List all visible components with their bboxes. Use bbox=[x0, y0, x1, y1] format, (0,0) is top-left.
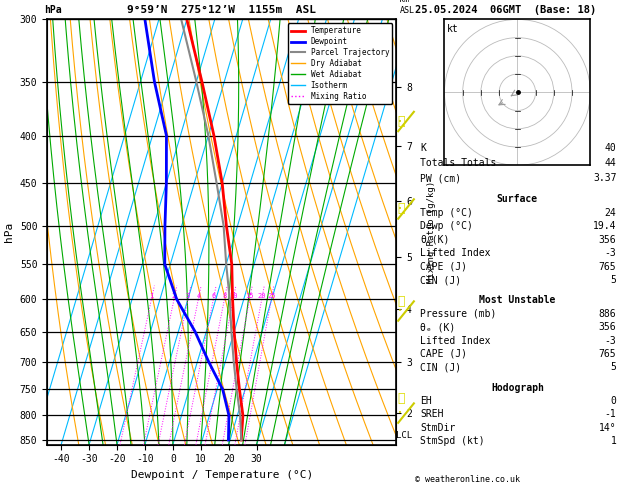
Text: 24: 24 bbox=[604, 208, 616, 218]
Legend: Temperature, Dewpoint, Parcel Trajectory, Dry Adiabat, Wet Adiabat, Isotherm, Mi: Temperature, Dewpoint, Parcel Trajectory… bbox=[288, 23, 392, 104]
Text: CAPE (J): CAPE (J) bbox=[420, 261, 467, 272]
Text: Totals Totals: Totals Totals bbox=[420, 158, 497, 168]
Text: 25.05.2024  06GMT  (Base: 18): 25.05.2024 06GMT (Base: 18) bbox=[415, 4, 596, 15]
Text: 3.37: 3.37 bbox=[593, 173, 616, 183]
Text: •: • bbox=[398, 206, 402, 212]
Text: Mixing Ratio (g/kg): Mixing Ratio (g/kg) bbox=[426, 181, 436, 283]
Text: 5: 5 bbox=[611, 275, 616, 285]
Text: 4: 4 bbox=[196, 294, 201, 299]
Text: -1: -1 bbox=[604, 409, 616, 419]
Text: ⟋: ⟋ bbox=[398, 392, 405, 405]
Text: Most Unstable: Most Unstable bbox=[479, 295, 555, 305]
Text: •: • bbox=[398, 308, 402, 314]
Text: K: K bbox=[420, 143, 426, 154]
Text: StmDir: StmDir bbox=[420, 423, 455, 433]
Text: 765: 765 bbox=[599, 261, 616, 272]
Text: Lifted Index: Lifted Index bbox=[420, 335, 491, 346]
Text: Dewp (°C): Dewp (°C) bbox=[420, 221, 473, 231]
Text: Surface: Surface bbox=[497, 194, 538, 205]
Text: EH: EH bbox=[420, 396, 432, 406]
Text: Lifted Index: Lifted Index bbox=[420, 248, 491, 258]
Text: CAPE (J): CAPE (J) bbox=[420, 349, 467, 359]
Text: -3: -3 bbox=[604, 335, 616, 346]
X-axis label: Dewpoint / Temperature (°C): Dewpoint / Temperature (°C) bbox=[131, 470, 313, 480]
Text: 6: 6 bbox=[211, 294, 216, 299]
Text: 40: 40 bbox=[604, 143, 616, 154]
Text: SREH: SREH bbox=[420, 409, 444, 419]
Text: 14°: 14° bbox=[599, 423, 616, 433]
Text: 5: 5 bbox=[611, 362, 616, 372]
Text: CIN (J): CIN (J) bbox=[420, 362, 462, 372]
Text: 0: 0 bbox=[611, 396, 616, 406]
Text: 19.4: 19.4 bbox=[593, 221, 616, 231]
Text: PW (cm): PW (cm) bbox=[420, 173, 462, 183]
Text: hPa: hPa bbox=[44, 4, 62, 15]
Text: Temp (°C): Temp (°C) bbox=[420, 208, 473, 218]
Text: 20: 20 bbox=[257, 294, 266, 299]
Text: θₑ (K): θₑ (K) bbox=[420, 322, 455, 332]
Text: θₑ(K): θₑ(K) bbox=[420, 235, 450, 245]
Text: ⟋: ⟋ bbox=[398, 115, 405, 128]
Text: km
ASL: km ASL bbox=[399, 0, 415, 15]
Y-axis label: hPa: hPa bbox=[4, 222, 14, 242]
Text: LCL: LCL bbox=[396, 431, 413, 440]
Text: 765: 765 bbox=[599, 349, 616, 359]
Text: 356: 356 bbox=[599, 235, 616, 245]
Text: •: • bbox=[398, 410, 402, 416]
Text: Pressure (mb): Pressure (mb) bbox=[420, 309, 497, 319]
Text: ⟋: ⟋ bbox=[398, 295, 405, 308]
Text: Hodograph: Hodograph bbox=[491, 382, 544, 393]
Text: © weatheronline.co.uk: © weatheronline.co.uk bbox=[415, 474, 520, 484]
Text: 10: 10 bbox=[229, 294, 237, 299]
Text: 8: 8 bbox=[222, 294, 226, 299]
Text: CIN (J): CIN (J) bbox=[420, 275, 462, 285]
Text: 2: 2 bbox=[172, 294, 176, 299]
Text: ⟋: ⟋ bbox=[398, 203, 405, 215]
Text: 25: 25 bbox=[267, 294, 276, 299]
Text: 886: 886 bbox=[599, 309, 616, 319]
Text: 44: 44 bbox=[604, 158, 616, 168]
Text: kt: kt bbox=[447, 24, 459, 34]
Text: 15: 15 bbox=[245, 294, 254, 299]
Text: 1: 1 bbox=[149, 294, 153, 299]
Text: 9°59’N  275°12’W  1155m  ASL: 9°59’N 275°12’W 1155m ASL bbox=[127, 4, 316, 15]
Text: -3: -3 bbox=[604, 248, 616, 258]
Text: •: • bbox=[398, 119, 402, 124]
Text: 3: 3 bbox=[186, 294, 190, 299]
Text: 1: 1 bbox=[611, 436, 616, 446]
Text: StmSpd (kt): StmSpd (kt) bbox=[420, 436, 485, 446]
Text: 356: 356 bbox=[599, 322, 616, 332]
